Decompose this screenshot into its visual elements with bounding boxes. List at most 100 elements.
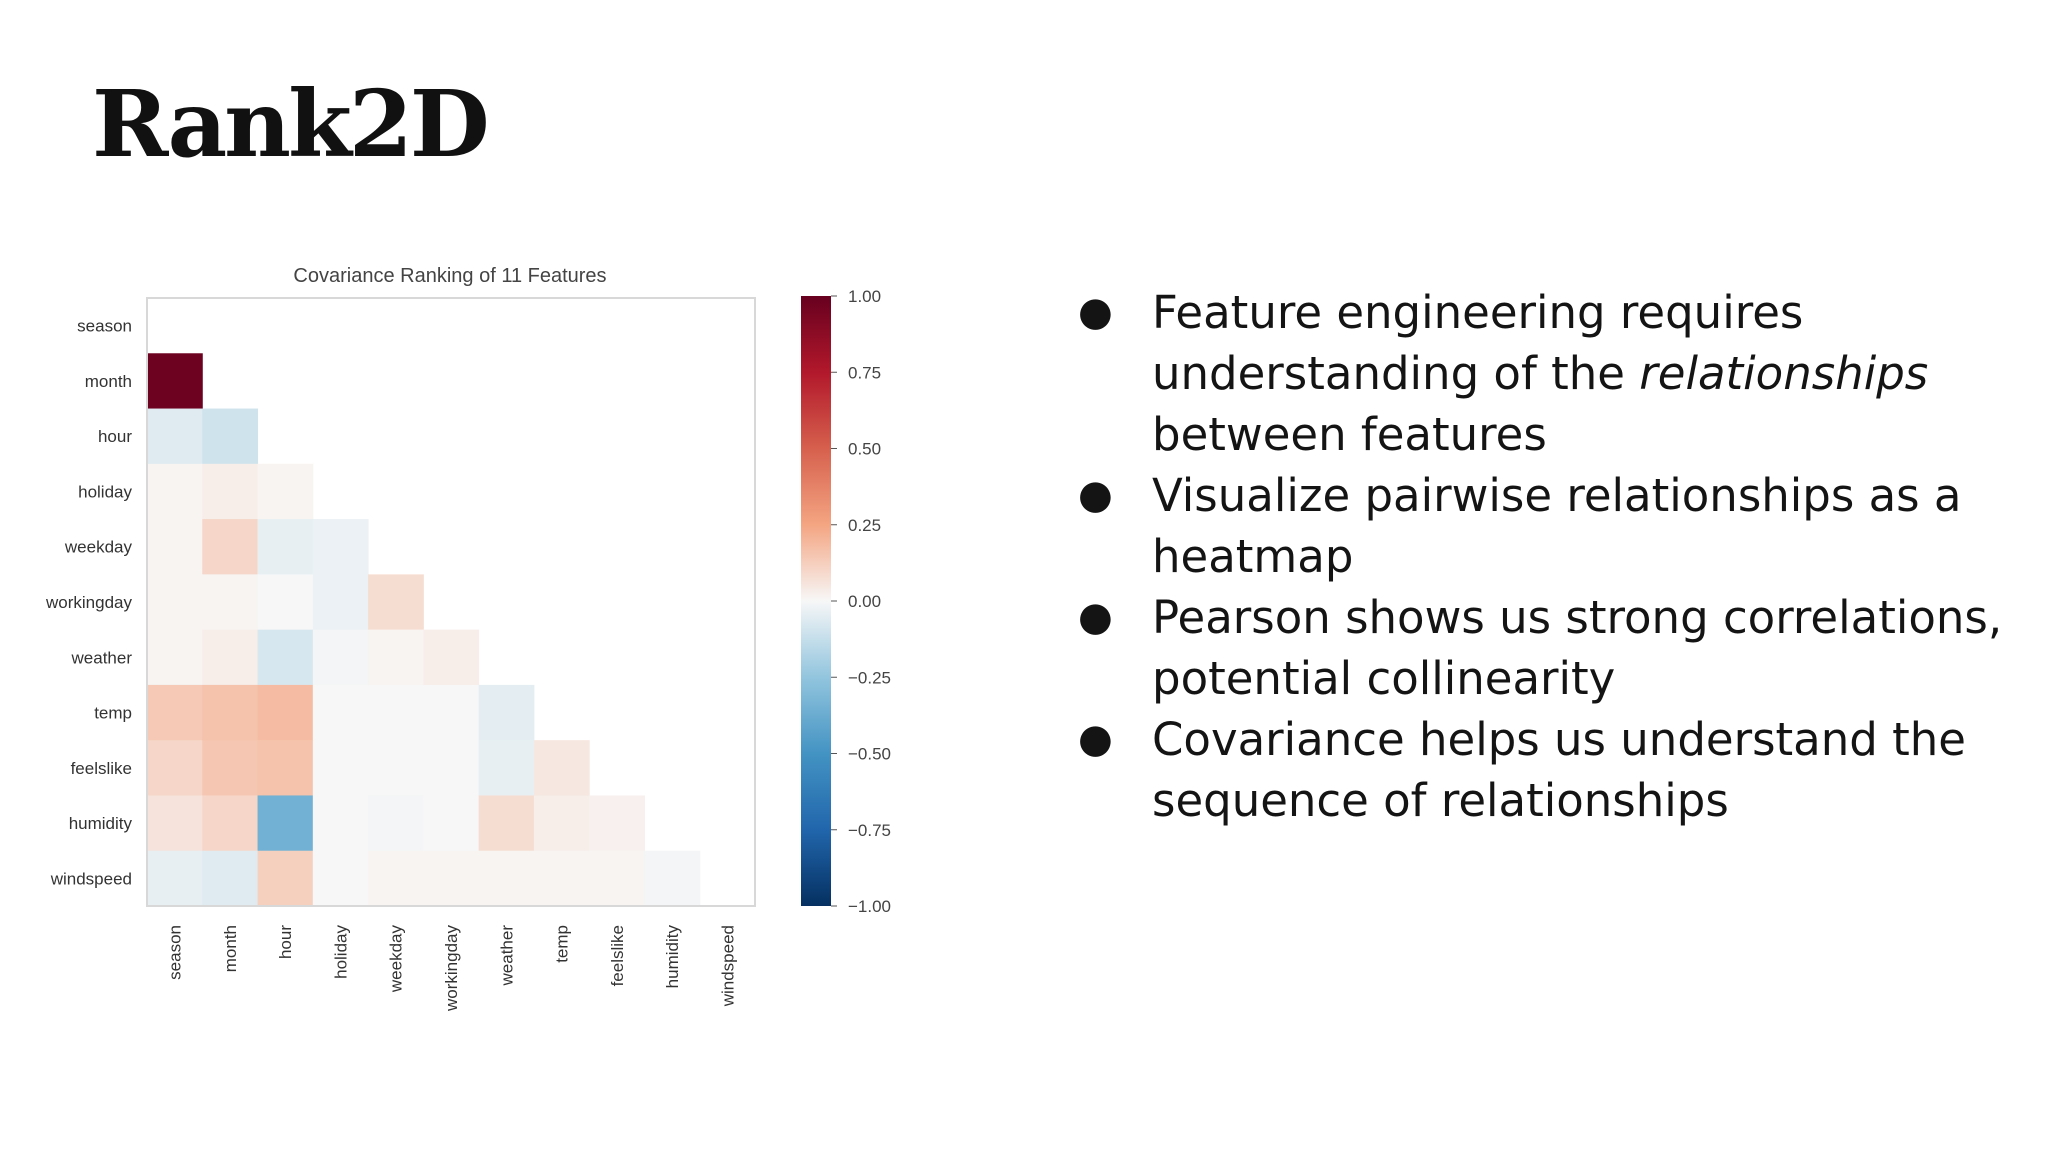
heatmap-cell-temp-month [202,684,259,741]
colorbar-tick-label: 0.00 [848,592,881,611]
heatmap-cells [147,353,701,907]
bullet-text-tail: between features [1152,408,1547,461]
heatmap-cell-feelslike-holiday [312,740,369,796]
x-tick-label: windspeed [718,925,737,1007]
heatmap-cell-temp-hour [257,684,314,741]
heatmap-cell-humidity-temp [533,795,590,852]
bullet-text: Covariance helps us understand the seque… [1152,713,1966,827]
bullet-text: Feature engineering requires understandi… [1152,286,1804,400]
heatmap-cell-feelslike-workingday [423,740,480,796]
heatmap-cell-weekday-month [202,519,259,575]
heatmap-cell-windspeed-season [147,850,203,907]
colorbar-ticks: 1.00 0.75 0.50 0.25 0.00 −0.25 −0.50 −0.75 −1.00 [831,287,891,916]
heatmap-cell-hour-season [147,408,203,465]
heatmap-cell-workingday-weekday [368,574,424,631]
y-axis-labels: season month hour holiday weekday workingday w… [45,317,132,889]
bullet-item: ● Feature engineering requires understand… [1070,282,2030,465]
heatmap-cell-workingday-hour [257,574,314,631]
bullet-dot: ● [1078,472,1113,518]
heatmap-cell-weekday-season [147,519,203,575]
bullet-text: Pearson shows us strong correlations, po… [1152,591,2003,705]
heatmap-cell-humidity-workingday [423,795,480,852]
colorbar-tick-label: 1.00 [848,287,881,306]
heatmap-cell-weather-season [147,629,203,686]
heatmap-cell-windspeed-holiday [312,850,369,907]
colorbar-tick-label: −0.25 [848,668,891,687]
y-tick-label: windspeed [50,869,132,888]
colorbar-tick-label: 0.50 [848,440,881,459]
heatmap-cell-humidity-hour [257,795,314,852]
heatmap-cell-holiday-season [147,463,203,520]
bullet-item: ● Pearson shows us strong correlations, p… [1070,587,2030,709]
y-tick-label: feelslike [71,759,132,778]
colorbar-tick-label: 0.25 [848,516,881,535]
heatmap-cell-humidity-holiday [312,795,369,852]
heatmap-cell-windspeed-weather [478,850,535,907]
heatmap-cell-windspeed-humidity [644,850,701,907]
y-tick-label: humidity [69,814,133,833]
x-tick-label: holiday [331,925,350,979]
slide-title: Rank2D [92,70,490,178]
plot-frame [146,297,756,907]
covariance-heatmap-chart: Covariance Ranking of 11 Features season… [45,265,891,1012]
heatmap-cell-workingday-season [147,574,203,631]
colorbar-tick-label: −0.75 [848,821,891,840]
colorbar-tick-label: −1.00 [848,897,891,916]
heatmap-cell-temp-season [147,684,203,741]
heatmap-cell-windspeed-feelslike [589,850,645,907]
x-tick-label: workingday [442,925,461,1012]
bullet-dot: ● [1078,594,1113,640]
bullet-text: Visualize pairwise relationships as a he… [1152,469,1962,583]
heatmap-cell-feelslike-weekday [368,740,424,796]
heatmap-cell-weather-workingday [423,629,480,686]
heatmap-cell-feelslike-month [202,740,259,796]
y-tick-label: workingday [45,593,132,612]
y-tick-label: weather [71,648,133,667]
heatmap-cell-feelslike-weather [478,740,535,796]
bullet-list: ● Feature engineering requires understand… [1070,282,2030,831]
bullet-dot: ● [1078,289,1113,335]
x-tick-label: weekday [387,925,406,994]
x-axis-labels: season month hour holiday weekday workingday w… [166,925,738,1012]
heatmap-cell-windspeed-weekday [368,850,424,907]
heatmap-cell-temp-holiday [312,684,369,741]
y-tick-label: month [85,372,132,391]
bullet-emphasis: relationships [1639,347,1929,400]
heatmap-cell-weather-weekday [368,629,424,686]
heatmap-cell-weather-month [202,629,259,686]
heatmap-cell-weekday-holiday [312,519,369,575]
x-tick-label: month [221,925,240,972]
heatmap-cell-workingday-month [202,574,259,631]
bullet-item: ● Visualize pairwise relationships as a h… [1070,465,2030,587]
x-tick-label: feelslike [608,925,627,986]
colorbar-tick-label: −0.50 [848,745,891,764]
heatmap-cell-temp-workingday [423,684,480,741]
heatmap-cell-feelslike-season [147,740,203,796]
heatmap-cell-windspeed-hour [257,850,314,907]
heatmap-cell-feelslike-temp [533,740,590,796]
bullet-dot: ● [1078,716,1113,762]
heatmap-cell-weekday-hour [257,519,314,575]
heatmap-cell-humidity-weather [478,795,535,852]
heatmap-cell-temp-weekday [368,684,424,741]
x-tick-label: season [166,925,185,980]
heatmap-cell-month-season [147,353,203,410]
bullet-item: ● Covariance helps us understand the sequ… [1070,709,2030,831]
y-tick-label: holiday [78,482,132,501]
y-tick-label: season [77,317,132,336]
heatmap-cell-humidity-season [147,795,203,852]
heatmap-cell-weather-holiday [312,629,369,686]
heatmap-cell-feelslike-hour [257,740,314,796]
heatmap-cell-humidity-feelslike [589,795,645,852]
y-tick-label: temp [94,704,132,723]
heatmap-cell-windspeed-workingday [423,850,480,907]
heatmap-cell-hour-month [202,408,259,465]
y-tick-label: weekday [64,538,133,557]
x-tick-label: temp [553,925,572,963]
x-tick-label: weather [497,925,516,987]
heatmap-cell-holiday-month [202,463,259,520]
heatmap-cell-windspeed-month [202,850,259,907]
heatmap-cell-windspeed-temp [533,850,590,907]
chart-title: Covariance Ranking of 11 Features [293,265,606,287]
x-tick-label: hour [276,925,295,959]
